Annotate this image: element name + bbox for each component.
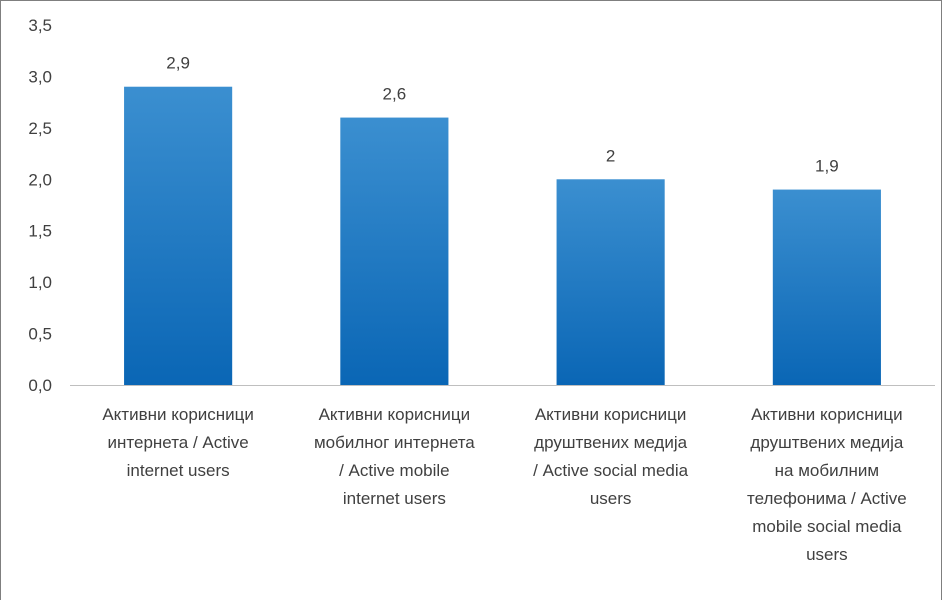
x-category-label: Активни корисници друштвених медија / Acti… xyxy=(533,405,688,508)
y-tick-label: 2,0 xyxy=(28,170,52,189)
y-tick-label: 3,0 xyxy=(28,67,52,86)
x-category-label-line: internet users xyxy=(343,489,446,508)
y-tick-label: 1,0 xyxy=(28,273,52,292)
data-label: 2,6 xyxy=(383,85,407,104)
y-tick-label: 2,5 xyxy=(28,119,52,138)
data-label: 1,9 xyxy=(815,157,839,176)
bar xyxy=(124,86,233,385)
y-tick-label: 0,5 xyxy=(28,325,52,344)
y-tick-label: 0,0 xyxy=(28,376,52,395)
x-category-label-line: / Active mobile xyxy=(339,461,450,480)
x-category-label-line: Активни корисници xyxy=(319,405,471,424)
data-label: 2 xyxy=(606,146,615,165)
x-category-label-line: на мобилним xyxy=(775,461,879,480)
x-category-label-line: internet users xyxy=(127,461,230,480)
x-category-label-line: / Active social media xyxy=(533,461,688,480)
y-axis: 0,0 0,5 1,0 1,5 2,0 2,5 3,0 3,5 xyxy=(28,16,52,395)
bar xyxy=(340,117,449,386)
x-category-label-line: друштвених медија xyxy=(750,433,903,452)
x-category-label: Активни корисници мобилног интернета / Act… xyxy=(314,405,475,508)
x-category-label-line: интернета / Active xyxy=(108,433,249,452)
x-category-label: Активни корисници друштвених медија на моб… xyxy=(747,405,907,564)
x-category-label-line: users xyxy=(806,545,848,564)
bar xyxy=(772,189,881,385)
x-category-label-line: Активни корисници xyxy=(751,405,903,424)
x-category-label-line: телефонима / Active xyxy=(747,489,907,508)
x-axis: Активни корисници интернета / Active inter… xyxy=(102,405,906,564)
x-category-label-line: друштвених медија xyxy=(534,433,687,452)
x-category-label: Активни корисници интернета / Active inter… xyxy=(102,405,254,480)
x-category-label-line: мобилног интернета xyxy=(314,433,475,452)
x-category-label-line: users xyxy=(590,489,632,508)
y-tick-label: 1,5 xyxy=(28,222,52,241)
x-category-label-line: Активни корисници xyxy=(535,405,687,424)
data-label: 2,9 xyxy=(166,54,190,73)
bars xyxy=(124,86,881,386)
data-labels: 2,9 2,6 2 1,9 xyxy=(166,54,838,176)
bar-chart: 0,0 0,5 1,0 1,5 2,0 2,5 3,0 3,5 2,9 2,6 2 1,9 Акти… xyxy=(28,16,935,564)
bar xyxy=(556,179,665,385)
x-category-label-line: mobile social media xyxy=(752,517,902,536)
x-category-label-line: Активни корисници xyxy=(102,405,254,424)
y-tick-label: 3,5 xyxy=(28,16,52,35)
